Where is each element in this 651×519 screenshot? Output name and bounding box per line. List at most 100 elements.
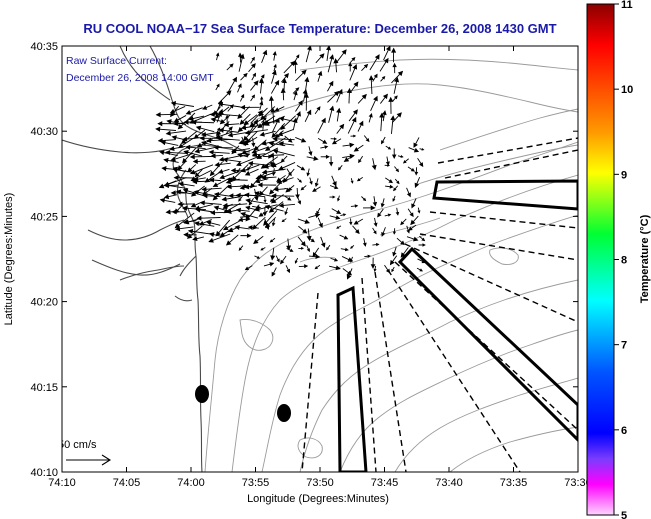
current-vector xyxy=(219,114,231,125)
current-vector xyxy=(407,166,415,172)
y-tick-label: 40:15 xyxy=(30,382,58,394)
current-vector xyxy=(268,95,274,112)
current-vector xyxy=(380,75,386,82)
y-axis-ticks: 40:35 40:30 40:25 40:20 40:15 40:10 xyxy=(30,41,578,479)
current-vector-field xyxy=(155,46,427,280)
current-vector xyxy=(193,189,215,196)
current-vector xyxy=(240,233,252,239)
current-vector xyxy=(303,92,309,111)
current-vector xyxy=(218,127,239,133)
current-vector xyxy=(204,171,222,183)
current-vector xyxy=(370,257,376,269)
current-vector xyxy=(240,164,260,173)
current-vector xyxy=(314,106,321,115)
current-vector xyxy=(280,155,288,163)
current-vector xyxy=(389,255,398,266)
current-vector xyxy=(390,115,396,134)
current-vector xyxy=(278,116,295,123)
current-vector xyxy=(336,123,345,134)
current-vector xyxy=(261,49,268,63)
colorbar-tick-label: 10 xyxy=(621,84,633,96)
current-vector xyxy=(226,184,242,190)
current-vector xyxy=(353,218,364,225)
current-vector xyxy=(240,152,251,158)
current-vector xyxy=(222,220,241,231)
current-vector xyxy=(183,232,197,238)
current-vector xyxy=(175,189,196,195)
current-vector xyxy=(317,70,323,82)
current-vector xyxy=(419,235,426,242)
current-vector xyxy=(177,161,186,171)
current-vector xyxy=(306,168,311,177)
current-vector xyxy=(298,246,305,250)
current-vector xyxy=(270,247,276,261)
current-vector xyxy=(281,72,289,83)
current-vector xyxy=(316,207,321,215)
current-vector xyxy=(189,154,215,160)
current-vector xyxy=(250,56,255,64)
map-layer: 50 cm/s Raw Surface Current: December 26… xyxy=(58,46,578,472)
current-vector xyxy=(155,112,178,118)
current-vector xyxy=(377,208,384,218)
current-vector xyxy=(271,193,295,199)
current-vector xyxy=(191,179,214,185)
current-vector xyxy=(248,198,254,206)
current-vector xyxy=(391,95,398,102)
current-vector xyxy=(340,213,347,217)
current-vector xyxy=(213,192,230,198)
current-vector xyxy=(368,75,374,95)
current-vector xyxy=(251,72,256,81)
current-vector xyxy=(240,184,248,188)
current-vector xyxy=(348,109,358,122)
current-vector xyxy=(195,125,215,133)
current-vector xyxy=(380,93,388,104)
current-vector xyxy=(215,219,231,237)
current-vector xyxy=(350,245,355,249)
current-vector xyxy=(393,185,399,192)
current-vector xyxy=(261,117,267,123)
current-vector xyxy=(277,129,294,137)
current-vector xyxy=(297,178,302,183)
current-vector xyxy=(353,144,364,152)
current-vector xyxy=(308,213,321,219)
current-vector xyxy=(281,218,287,223)
current-vector xyxy=(237,152,249,158)
current-vector xyxy=(246,165,252,171)
current-vector xyxy=(264,218,270,230)
current-vector xyxy=(384,163,391,167)
current-vector xyxy=(371,158,377,171)
current-vector xyxy=(271,69,277,84)
current-vector xyxy=(372,73,378,82)
current-vector xyxy=(261,175,277,181)
current-vector xyxy=(361,196,367,202)
current-vector xyxy=(239,93,245,102)
current-vector xyxy=(391,148,397,159)
current-vector xyxy=(305,46,312,63)
current-vector xyxy=(201,186,222,192)
y-tick-label: 40:35 xyxy=(30,41,58,53)
scale-arrow-label: 50 cm/s xyxy=(58,439,97,451)
current-vector xyxy=(329,195,336,199)
current-vector xyxy=(280,87,286,101)
current-vector xyxy=(219,170,240,180)
colorbar-tick-label: 6 xyxy=(621,425,627,437)
current-vector xyxy=(397,154,404,158)
current-vector xyxy=(350,134,357,138)
current-vector xyxy=(317,137,328,144)
current-vector xyxy=(160,140,179,146)
current-vector xyxy=(212,177,231,187)
current-vector xyxy=(349,56,356,64)
current-vector xyxy=(263,262,275,267)
current-vector xyxy=(271,218,276,227)
current-vector xyxy=(217,168,230,174)
current-vector xyxy=(157,137,176,144)
current-vector xyxy=(306,245,310,253)
current-vector xyxy=(215,52,220,61)
current-vector xyxy=(297,196,302,205)
current-vector xyxy=(320,154,330,159)
current-vector xyxy=(315,53,325,64)
current-vector xyxy=(215,83,220,91)
current-vector xyxy=(317,217,323,229)
current-vector xyxy=(372,227,377,235)
current-vector xyxy=(336,107,342,122)
